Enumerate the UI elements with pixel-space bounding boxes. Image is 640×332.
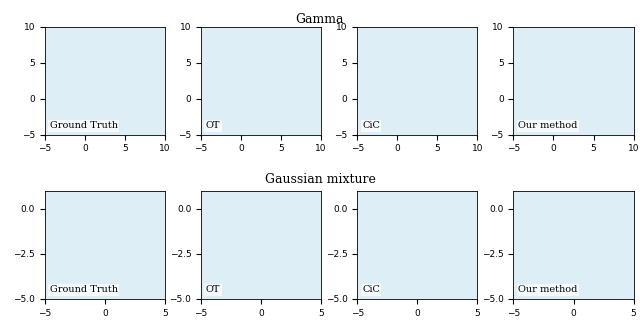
Text: CiC: CiC xyxy=(362,121,380,130)
Text: Our method: Our method xyxy=(518,286,578,294)
Text: Ground Truth: Ground Truth xyxy=(50,121,118,130)
Text: Gamma: Gamma xyxy=(296,13,344,26)
Text: Ground Truth: Ground Truth xyxy=(50,286,118,294)
Text: Gaussian mixture: Gaussian mixture xyxy=(264,173,376,186)
Text: OT: OT xyxy=(206,286,220,294)
Text: OT: OT xyxy=(206,121,220,130)
Text: CiC: CiC xyxy=(362,286,380,294)
Text: Our method: Our method xyxy=(518,121,578,130)
